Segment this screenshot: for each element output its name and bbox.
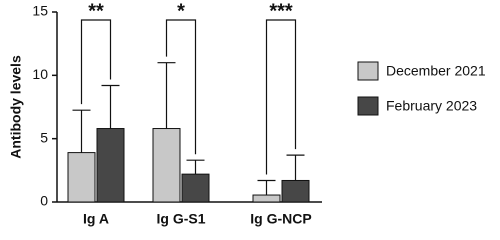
y-tick-label: 5	[40, 129, 48, 145]
legend-label: February 2023	[386, 98, 477, 114]
legend-label: December 2021	[386, 63, 486, 79]
bar	[252, 194, 281, 203]
significance-bracket	[265, 19, 297, 175]
y-tick-label: 10	[32, 66, 48, 82]
y-tick-label: 15	[32, 3, 48, 19]
error-bar	[186, 159, 205, 175]
legend-swatch	[357, 96, 379, 116]
x-tick-label: Ig G-NCP	[250, 211, 311, 227]
bar	[96, 128, 125, 203]
x-tick-label: Ig A	[83, 211, 109, 227]
x-tick-label: Ig G-S1	[156, 211, 205, 227]
error-bar	[101, 84, 120, 129]
significance-bracket	[80, 19, 112, 105]
bar	[67, 152, 96, 203]
bar	[181, 173, 210, 203]
significance-label: **	[88, 0, 104, 22]
y-tick-label: 0	[40, 193, 48, 209]
significance-bracket	[165, 19, 197, 155]
significance-label: ***	[269, 0, 293, 22]
legend-swatch	[357, 61, 379, 81]
error-bar	[157, 62, 176, 129]
error-bar	[257, 179, 276, 196]
error-bar	[286, 154, 305, 181]
bar	[281, 179, 310, 203]
error-bar	[72, 109, 91, 153]
y-axis-label: Antibody levels	[8, 55, 24, 159]
bar	[152, 128, 181, 203]
significance-label: *	[177, 0, 185, 22]
